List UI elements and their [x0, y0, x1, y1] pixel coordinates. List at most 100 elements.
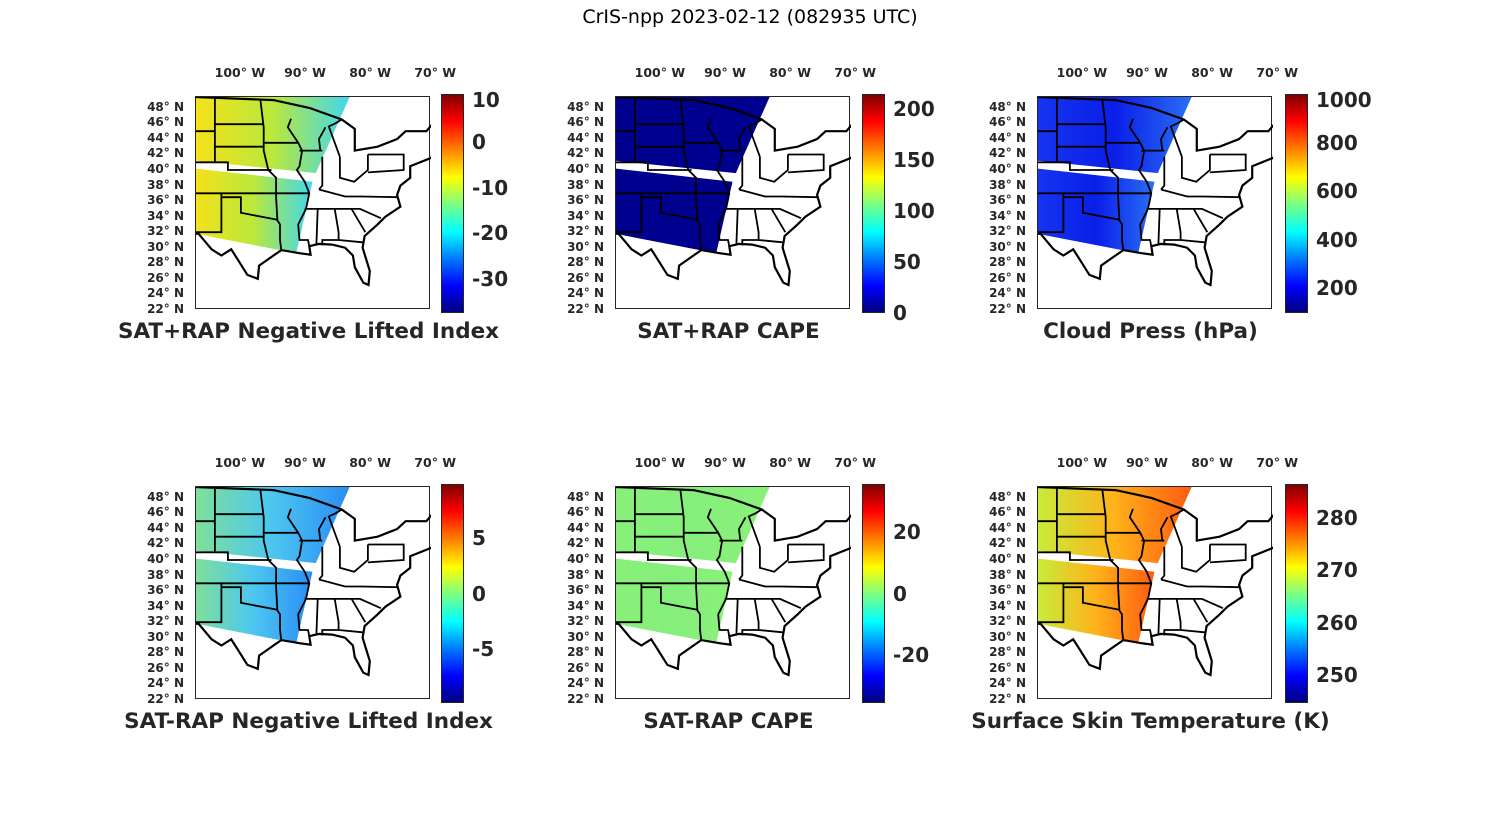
lat-tick-label: 44° N: [567, 520, 604, 535]
state-border: [1038, 583, 1065, 624]
lat-tick-label: 24° N: [567, 676, 604, 691]
colorbar-tick-label: 270: [1316, 558, 1358, 583]
lat-tick-label: 42° N: [147, 146, 184, 161]
lat-tick-label: 34° N: [989, 598, 1026, 613]
lat-tick-label: 32° N: [567, 224, 604, 239]
colorbar-tick-label: 600: [1316, 179, 1358, 203]
lat-tick-label: 38° N: [147, 177, 184, 192]
state-border: [738, 516, 747, 541]
lat-tick-label: 42° N: [989, 146, 1026, 161]
lat-tick-label: 26° N: [989, 660, 1026, 675]
colorbar-tick-label: 0: [472, 129, 486, 154]
lat-tick-label: 44° N: [989, 520, 1026, 535]
lat-tick-label: 48° N: [147, 489, 184, 504]
state-border: [318, 546, 324, 581]
state-border: [1180, 154, 1211, 183]
state-border: [1128, 508, 1141, 534]
map-svg: [196, 487, 431, 677]
state-border: [1038, 193, 1065, 234]
colorbar: [441, 94, 464, 313]
lat-tick-label: 22° N: [989, 691, 1026, 706]
lat-tick-label: 30° N: [989, 239, 1026, 254]
state-border: [1146, 598, 1224, 610]
state-border: [738, 188, 818, 199]
lat-tick-label: 38° N: [147, 567, 184, 582]
panel-title: Surface Skin Temperature (K): [971, 709, 1330, 734]
state-border: [1160, 156, 1166, 191]
state-border: [318, 188, 398, 199]
state-border: [758, 154, 789, 183]
map-axes: [195, 486, 431, 699]
lat-tick-label: 44° N: [147, 130, 184, 145]
state-border: [1169, 508, 1185, 548]
map-axes: [615, 96, 851, 309]
state-border: [1209, 543, 1247, 564]
state-border: [641, 586, 698, 611]
state-border: [196, 583, 223, 624]
data-swath-north: [196, 97, 350, 174]
lat-tick-label: 26° N: [989, 270, 1026, 285]
colorbar-tick-label: 200: [893, 97, 935, 122]
lon-tick-label: 90° W: [704, 455, 746, 470]
state-border: [735, 598, 739, 635]
state-border: [738, 546, 744, 581]
coastline: [616, 97, 851, 287]
lat-tick-label: 46° N: [989, 115, 1026, 130]
state-border: [735, 208, 739, 245]
state-border: [1146, 208, 1224, 220]
state-border: [338, 239, 363, 244]
data-swath-north: [1038, 97, 1192, 174]
coastline: [1038, 97, 1273, 287]
lat-tick-label: 30° N: [989, 629, 1026, 644]
lat-tick-label: 28° N: [567, 255, 604, 270]
figure-title: CrIS-npp 2023-02-12 (082935 UTC): [582, 6, 918, 28]
lat-tick-label: 36° N: [147, 583, 184, 598]
colorbar-tick-label: 0: [472, 581, 486, 606]
lat-tick-label: 24° N: [567, 286, 604, 301]
state-border: [263, 531, 311, 637]
lat-tick-label: 36° N: [567, 193, 604, 208]
colorbar: [862, 94, 885, 313]
state-border: [318, 578, 398, 589]
lat-tick-label: 40° N: [567, 162, 604, 177]
state-border: [1157, 598, 1161, 635]
state-border: [286, 508, 299, 534]
state-border: [1157, 208, 1161, 245]
state-border: [1063, 586, 1120, 611]
data-swath-north: [1038, 487, 1192, 564]
lon-tick-label: 80° W: [769, 65, 812, 80]
state-border: [221, 586, 278, 611]
state-border: [318, 156, 324, 191]
state-border: [770, 208, 787, 233]
lat-tick-label: 28° N: [989, 645, 1026, 660]
state-border: [758, 544, 789, 573]
lat-tick-label: 40° N: [989, 162, 1026, 177]
lat-tick-label: 30° N: [147, 629, 184, 644]
lon-tick-label: 80° W: [1191, 65, 1234, 80]
state-border: [196, 161, 272, 171]
state-border: [787, 153, 825, 174]
state-border: [1038, 551, 1114, 561]
state-border: [315, 208, 319, 245]
state-border: [1169, 118, 1185, 158]
state-border: [1163, 208, 1182, 246]
colorbar: [1285, 94, 1308, 313]
state-border: [338, 629, 363, 634]
state-border: [1128, 118, 1141, 144]
lat-tick-label: 46° N: [147, 505, 184, 520]
colorbar-tick-label: -5: [472, 637, 495, 662]
lat-tick-label: 28° N: [147, 645, 184, 660]
state-border: [1063, 196, 1120, 221]
lat-tick-label: 34° N: [989, 208, 1026, 223]
state-border: [741, 598, 760, 636]
state-border: [706, 118, 719, 144]
lat-tick-label: 40° N: [567, 552, 604, 567]
lat-tick-label: 34° N: [147, 208, 184, 223]
state-border: [327, 508, 343, 548]
lat-tick-label: 38° N: [567, 177, 604, 192]
lat-tick-label: 38° N: [989, 177, 1026, 192]
state-border: [367, 153, 405, 174]
lat-tick-label: 46° N: [989, 505, 1026, 520]
lat-tick-label: 32° N: [989, 224, 1026, 239]
lat-tick-label: 34° N: [147, 598, 184, 613]
